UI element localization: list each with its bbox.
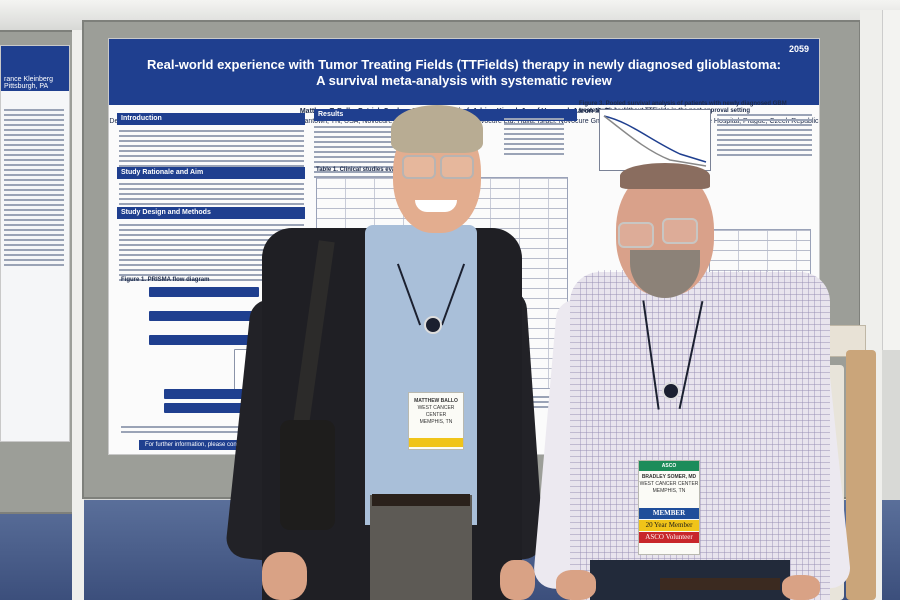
section-design: Study Design and Methods (117, 207, 305, 219)
section-intro: Introduction (117, 113, 305, 125)
design-text (119, 221, 304, 284)
right-badge-header: ASCO (639, 461, 699, 471)
board-post-left (72, 30, 84, 600)
left-poster-text (4, 106, 64, 269)
figure1-caption: Figure 1. PRISMA flow diagram (121, 277, 210, 283)
right-man-hair (620, 163, 710, 189)
figure1-notes (121, 423, 281, 436)
right-name-badge: ASCO BRADLEY SOMER, MD WEST CANCER CENTE… (638, 460, 700, 555)
section-rationale: Study Rationale and Aim (117, 167, 305, 179)
right-neighbor-poster (882, 10, 900, 350)
left-poster-header: rance Kleinberg Pittsburgh, PA (1, 46, 69, 91)
left-badge-org: WEST CANCER CENTER (417, 405, 455, 418)
left-man-trousers (370, 495, 472, 600)
volunteer-ribbon: ASCO Volunteer (639, 532, 699, 543)
left-man-glasses-lens-left (402, 155, 436, 179)
right-badge-org: WEST CANCER CENTER (639, 481, 699, 487)
flow-box-2 (149, 311, 259, 321)
right-badge-city: MEMPHIS, TN (652, 488, 686, 494)
right-man-shirt (570, 272, 830, 600)
left-badge-name: MATTHEW BALLO (414, 398, 458, 404)
left-man-glasses-lens-right (440, 155, 474, 179)
right-man-shirt-pattern (575, 270, 825, 600)
poster-title-line-1: Real-world experience with Tumor Treatin… (147, 57, 781, 72)
left-badge-ribbon (409, 438, 463, 447)
left-man-smile (415, 200, 457, 212)
right-badge-name: BRADLEY SOMER, MD (641, 474, 697, 480)
right-man-belt (660, 578, 780, 590)
right-man-glasses-lens-left (618, 222, 654, 248)
shoulder-bag (280, 420, 335, 530)
poster-header: 2059 Real-world experience with Tumor Tr… (109, 39, 819, 105)
flow-box-5 (164, 403, 259, 413)
poster-title-line-2: A survival meta-analysis with systematic… (316, 73, 612, 88)
right-lanyard-clip (662, 382, 680, 400)
right-man-hand-left (556, 570, 596, 600)
left-man-hand-right (262, 552, 307, 600)
flow-box-4 (164, 389, 259, 399)
poster-title: Real-world experience with Tumor Treatin… (109, 39, 819, 89)
left-man-belt (372, 494, 470, 506)
left-man-hand-left (500, 560, 535, 600)
left-man-hair (391, 105, 483, 153)
left-poster-fragment-2: Pittsburgh, PA (4, 83, 49, 90)
left-badge-city: MEMPHIS, TN (419, 419, 453, 425)
right-man-glasses-lens-right (662, 218, 698, 244)
poster-number: 2059 (788, 44, 809, 54)
kaplan-meier-plot (599, 109, 711, 171)
right-man-hand-right (782, 575, 820, 600)
poster-tube (846, 350, 876, 600)
results-text-right (504, 115, 564, 158)
left-lanyard-clip (424, 316, 442, 334)
table1-caption: Table 1. Clinical studies evaluating TTF… (316, 167, 442, 173)
flow-box-3 (149, 335, 259, 345)
flow-box-1 (149, 287, 259, 297)
left-neighbor-poster: rance Kleinberg Pittsburgh, PA (0, 45, 70, 442)
left-poster-fragment-1: rance Kleinberg (4, 76, 54, 83)
km-curves (603, 115, 707, 167)
member-ribbon: MEMBER (639, 508, 699, 519)
left-name-badge: MATTHEW BALLO WEST CANCER CENTER MEMPHIS… (408, 392, 464, 450)
years-ribbon: 20 Year Member (639, 520, 699, 531)
figure3-notes (717, 111, 812, 159)
